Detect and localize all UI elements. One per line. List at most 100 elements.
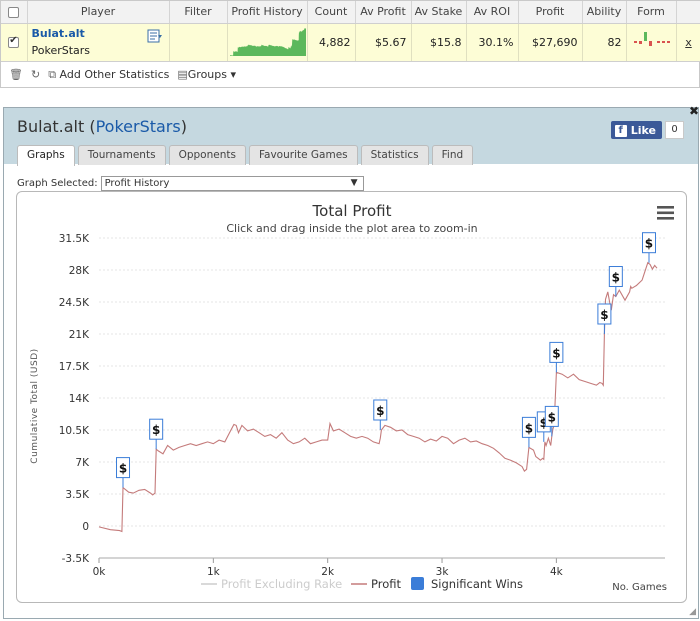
graph-select[interactable]: Profit History ▼ bbox=[100, 176, 364, 191]
window-title: Bulat.alt (PokerStars) bbox=[17, 117, 187, 136]
row-checkbox-cell[interactable] bbox=[1, 23, 28, 62]
col-header-count[interactable]: Count bbox=[307, 1, 356, 24]
remove-row-button[interactable]: x bbox=[676, 23, 700, 62]
legend-label: Profit Excluding Rake bbox=[221, 577, 342, 591]
col-header-av-stake[interactable]: Av Stake bbox=[411, 1, 467, 24]
sparkline-area bbox=[229, 27, 306, 56]
tab-find[interactable]: Find bbox=[431, 145, 474, 165]
col-header-profit[interactable]: Profit bbox=[518, 1, 583, 24]
av-stake-value: $15.8 bbox=[411, 23, 467, 62]
graph-select-value: Profit History bbox=[104, 178, 170, 189]
av-roi-value: 30.1% bbox=[466, 23, 519, 62]
tab-statistics[interactable]: Statistics bbox=[360, 145, 429, 165]
player-stats-panel: Player Filter Profit History Count Av Pr… bbox=[0, 0, 700, 88]
row-checkbox[interactable] bbox=[8, 35, 20, 48]
significant-win-flag[interactable]: $ bbox=[116, 457, 131, 488]
y-tick-label: 28K bbox=[69, 265, 90, 277]
form-bar bbox=[643, 31, 647, 41]
significant-win-flag[interactable]: $ bbox=[597, 303, 612, 334]
col-header-form[interactable]: Form bbox=[626, 1, 677, 24]
flag-box bbox=[116, 457, 131, 479]
y-tick-label: 10.5K bbox=[59, 425, 90, 437]
legend-item[interactable]: Profit Excluding Rake bbox=[201, 577, 342, 591]
tab-opponents[interactable]: Opponents bbox=[168, 145, 246, 165]
x-axis-label: No. Games bbox=[612, 582, 667, 593]
significant-win-flag[interactable]: $ bbox=[641, 232, 656, 263]
graph-selector-row: Graph Selected: Profit History ▼ bbox=[17, 176, 364, 191]
select-all-checkbox-cell[interactable] bbox=[1, 1, 28, 24]
significant-win-flag[interactable]: $ bbox=[608, 266, 623, 297]
col-header-filter[interactable]: Filter bbox=[169, 1, 228, 24]
col-header-ability[interactable]: Ability bbox=[582, 1, 627, 24]
close-icon[interactable]: ✖ bbox=[688, 104, 699, 118]
significant-win-flag[interactable]: $ bbox=[549, 341, 564, 373]
form-bar bbox=[661, 40, 665, 43]
legend-label: Significant Wins bbox=[431, 577, 523, 591]
flag-box bbox=[149, 418, 164, 440]
chart-title: Total Profit bbox=[312, 202, 392, 220]
groups-dropdown[interactable]: ▤Groups ▾ bbox=[177, 68, 236, 81]
y-tick-label: 7K bbox=[75, 457, 90, 469]
refresh-icon[interactable]: ↻ bbox=[30, 68, 41, 81]
groups-icon: ▤ bbox=[177, 68, 188, 81]
legend-item[interactable]: Profit bbox=[351, 577, 401, 591]
significant-win-flag[interactable]: $ bbox=[544, 405, 559, 437]
add-other-statistics-button[interactable]: ⧉ Add Other Statistics bbox=[48, 68, 169, 82]
y-tick-label: 21K bbox=[69, 329, 90, 341]
dropdown-arrow-icon: ▾ bbox=[230, 68, 237, 81]
col-header-av-profit[interactable]: Av Profit bbox=[355, 1, 412, 24]
profit-chart[interactable]: Total Profit Click and drag inside the p… bbox=[17, 192, 687, 603]
col-header-player[interactable]: Player bbox=[27, 1, 170, 24]
legend-item[interactable]: Significant Wins bbox=[411, 577, 523, 591]
player-card-icon[interactable] bbox=[147, 29, 163, 46]
tab-graphs[interactable]: Graphs bbox=[17, 145, 75, 166]
y-tick-label: 17.5K bbox=[59, 361, 90, 373]
form-bar bbox=[633, 40, 637, 43]
filter-cell[interactable] bbox=[169, 23, 228, 62]
flag-label: $ bbox=[548, 410, 556, 424]
flag-box bbox=[641, 232, 656, 254]
groups-label: Groups bbox=[187, 68, 227, 81]
resize-grip-icon[interactable]: ◢ bbox=[689, 607, 696, 617]
window-site-link[interactable]: PokerStars bbox=[95, 117, 181, 136]
significant-win-flag[interactable]: $ bbox=[521, 416, 536, 448]
x-tick-label: 2k bbox=[321, 566, 335, 578]
significant-win-flag[interactable]: $ bbox=[373, 399, 388, 430]
count-value: 4,882 bbox=[307, 23, 356, 62]
profit-chart-frame[interactable]: Total Profit Click and drag inside the p… bbox=[16, 191, 687, 603]
player-name-link[interactable]: Bulat.alt bbox=[31, 27, 85, 40]
select-all-checkbox[interactable] bbox=[8, 6, 20, 18]
y-tick-label: 24.5K bbox=[59, 297, 90, 309]
trash-icon[interactable]: 🗑 bbox=[9, 68, 23, 81]
x-tick-label: 3k bbox=[436, 566, 450, 578]
form-bar bbox=[656, 40, 660, 43]
col-header-av-roi[interactable]: Av ROI bbox=[466, 1, 519, 24]
col-header-profit-history[interactable]: Profit History bbox=[227, 1, 308, 24]
facebook-like-button[interactable]: f Like bbox=[610, 121, 662, 139]
legend-symbol bbox=[411, 577, 424, 590]
flag-label: $ bbox=[540, 416, 548, 430]
profit-value: $27,690 bbox=[518, 23, 583, 62]
flag-label: $ bbox=[645, 237, 653, 251]
tab-tournaments[interactable]: Tournaments bbox=[77, 145, 166, 165]
flag-box bbox=[521, 416, 536, 438]
add-other-statistics-label: Add Other Statistics bbox=[59, 67, 170, 81]
ability-value: 82 bbox=[582, 23, 627, 62]
facebook-icon: f bbox=[614, 124, 627, 137]
flag-label: $ bbox=[152, 423, 160, 437]
flag-box bbox=[373, 399, 388, 421]
y-axis-label: Cumulative Total (USD) bbox=[30, 348, 40, 463]
player-cell[interactable]: Bulat.alt PokerStars bbox=[27, 23, 170, 62]
table-row[interactable]: Bulat.alt PokerStars 4,882 $5.67 $15.8 3… bbox=[1, 23, 700, 62]
facebook-like-label: Like bbox=[630, 124, 656, 137]
flag-box bbox=[597, 303, 612, 325]
tab-favourite-games[interactable]: Favourite Games bbox=[248, 145, 358, 165]
chart-menu-icon[interactable] bbox=[657, 206, 674, 220]
chart-subtitle: Click and drag inside the plot area to z… bbox=[226, 222, 477, 235]
player-window-header: Bulat.alt (PokerStars) f Like 0 ✖ Graphs … bbox=[4, 104, 699, 166]
av-profit-value: $5.67 bbox=[355, 23, 412, 62]
significant-win-flag[interactable]: $ bbox=[149, 418, 164, 450]
form-bar bbox=[638, 40, 642, 44]
col-header-remove bbox=[676, 1, 700, 24]
flag-box bbox=[549, 341, 564, 363]
